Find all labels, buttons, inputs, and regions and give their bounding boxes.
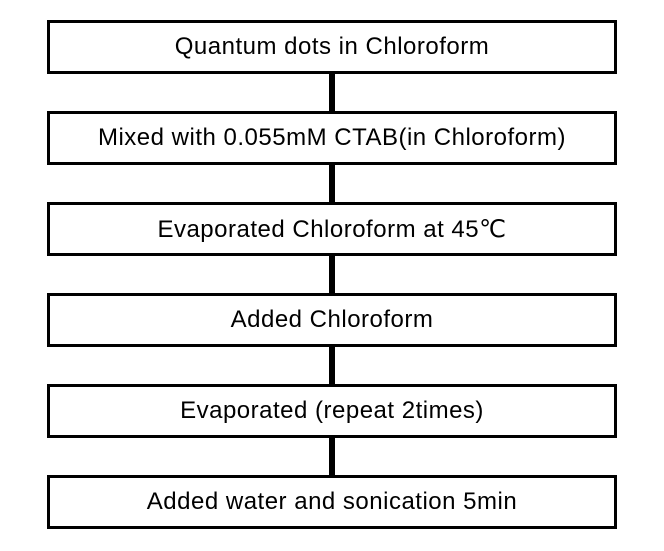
flowchart-step: Evaporated Chloroform at 45℃ [47,202,617,256]
flowchart-connector [329,256,335,293]
step-label: Mixed with 0.055mM CTAB(in Chloroform) [98,124,566,152]
step-label: Added Chloroform [231,306,434,334]
step-label: Added water and sonication 5min [147,488,517,516]
flowchart-step: Added water and sonication 5min [47,475,617,529]
flowchart-step: Added Chloroform [47,293,617,347]
flowchart-connector [329,74,335,111]
flowchart-step: Quantum dots in Chloroform [47,20,617,74]
flowchart-step: Mixed with 0.055mM CTAB(in Chloroform) [47,111,617,165]
flowchart-connector [329,165,335,202]
step-label: Evaporated (repeat 2times) [180,397,484,425]
flowchart-connector [329,347,335,384]
flowchart-connector [329,438,335,475]
step-label: Quantum dots in Chloroform [175,33,489,61]
step-label: Evaporated Chloroform at 45℃ [157,215,506,244]
flowchart-step: Evaporated (repeat 2times) [47,384,617,438]
process-flowchart: Quantum dots in Chloroform Mixed with 0.… [40,20,624,529]
